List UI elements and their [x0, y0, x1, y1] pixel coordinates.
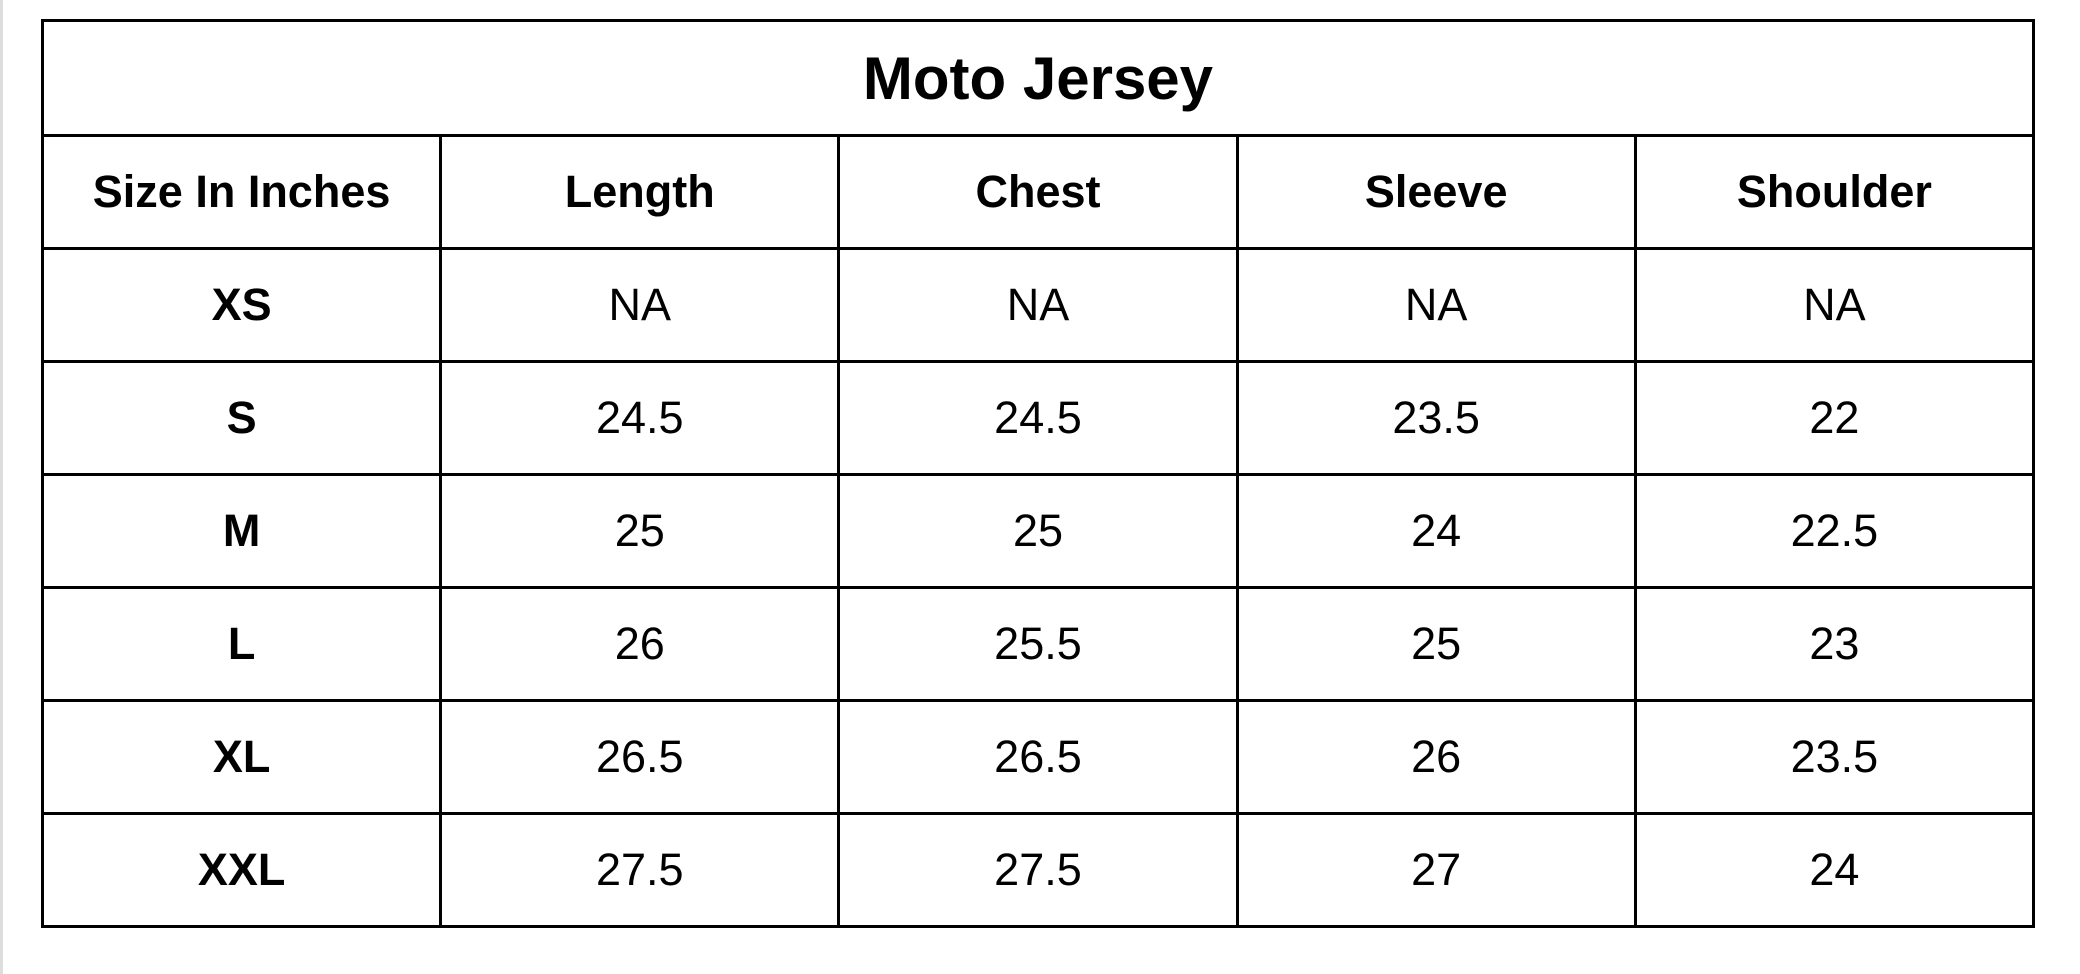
table-row: XL 26.5 26.5 26 23.5: [40, 699, 2036, 815]
value-cell: 27.5: [837, 812, 1239, 928]
value-cell: NA: [1235, 247, 1637, 363]
value-cell: 23.5: [1633, 699, 2036, 815]
size-cell: S: [40, 360, 443, 476]
value-cell: 24.5: [439, 360, 841, 476]
size-table: Moto Jersey Size In Inches Length Chest Sle…: [40, 19, 2036, 928]
value-cell: 26.5: [837, 699, 1239, 815]
header-cell: Shoulder: [1633, 134, 2036, 250]
size-cell: XS: [40, 247, 443, 363]
value-cell: 22: [1633, 360, 2036, 476]
value-cell: 27: [1235, 812, 1637, 928]
size-cell: L: [40, 586, 443, 702]
value-cell: 26: [439, 586, 841, 702]
table-body: XS NA NA NA NA S 24.5 24.5 23.5 22 M 25 25 24 22.5 L 26 2…: [40, 247, 2036, 928]
value-cell: 25: [837, 473, 1239, 589]
size-cell: XL: [40, 699, 443, 815]
value-cell: NA: [1633, 247, 2036, 363]
value-cell: NA: [837, 247, 1239, 363]
page-edge: [0, 0, 3, 974]
value-cell: 25: [439, 473, 841, 589]
value-cell: 26.5: [439, 699, 841, 815]
value-cell: 27.5: [439, 812, 841, 928]
table-row: XS NA NA NA NA: [40, 247, 2036, 363]
value-cell: 24: [1235, 473, 1637, 589]
value-cell: NA: [439, 247, 841, 363]
title-row: Moto Jersey: [41, 19, 2035, 137]
value-cell: 24: [1633, 812, 2036, 928]
header-cell: Size In Inches: [40, 134, 443, 250]
size-cell: XXL: [40, 812, 443, 928]
header-cell: Length: [439, 134, 841, 250]
table-row: XXL 27.5 27.5 27 24: [40, 812, 2036, 928]
table-row: M 25 25 24 22.5: [40, 473, 2036, 589]
value-cell: 23: [1633, 586, 2036, 702]
value-cell: 25: [1235, 586, 1637, 702]
header-row: Size In Inches Length Chest Sleeve Shoulder: [40, 134, 2036, 250]
value-cell: 23.5: [1235, 360, 1637, 476]
value-cell: 24.5: [837, 360, 1239, 476]
header-cell: Sleeve: [1235, 134, 1637, 250]
value-cell: 22.5: [1633, 473, 2036, 589]
value-cell: 26: [1235, 699, 1637, 815]
header-cell: Chest: [837, 134, 1239, 250]
table-title: Moto Jersey: [41, 19, 2035, 137]
size-cell: M: [40, 473, 443, 589]
table-row: S 24.5 24.5 23.5 22: [40, 360, 2036, 476]
value-cell: 25.5: [837, 586, 1239, 702]
table-row: L 26 25.5 25 23: [40, 586, 2036, 702]
